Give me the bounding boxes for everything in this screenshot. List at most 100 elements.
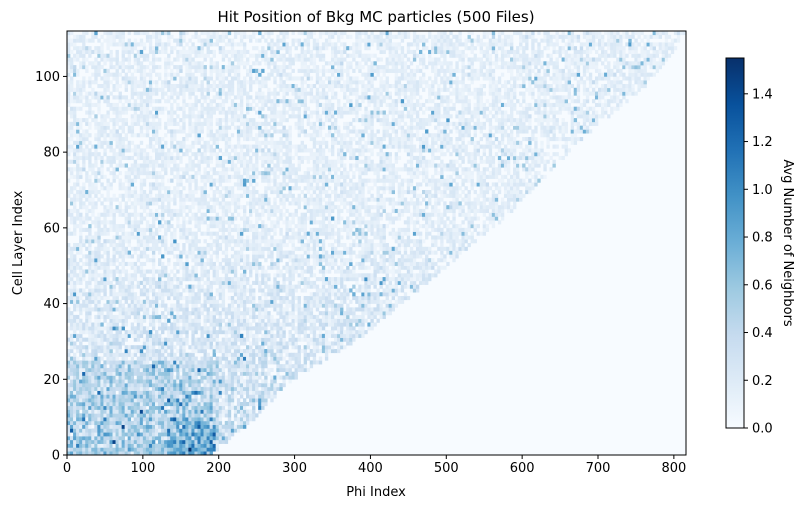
heatmap-cell	[100, 405, 104, 410]
heatmap-cell	[370, 311, 374, 316]
heatmap-cell	[327, 314, 332, 320]
heatmap-cell	[370, 231, 374, 236]
heatmap-cell	[321, 258, 326, 263]
heatmap-cell	[227, 345, 232, 350]
heatmap-cell	[236, 409, 241, 414]
heatmap-cell	[352, 265, 356, 270]
heatmap-cell	[428, 261, 432, 267]
heatmap-cell	[100, 367, 104, 373]
heatmap-cell	[118, 439, 122, 444]
heatmap-cell	[145, 314, 150, 320]
heatmap-cell	[121, 296, 125, 301]
heatmap-cell	[276, 345, 280, 350]
heatmap-cell	[288, 371, 292, 376]
heatmap-cell	[106, 371, 110, 376]
heatmap-cell	[300, 318, 304, 323]
heatmap-cell	[437, 235, 441, 240]
heatmap-cell	[76, 337, 80, 342]
heatmap-cell	[103, 318, 107, 323]
heatmap-cell	[206, 345, 210, 350]
heatmap-cell	[155, 349, 159, 354]
heatmap-cell	[358, 307, 362, 312]
heatmap-cell	[118, 261, 122, 267]
heatmap-cell	[151, 352, 156, 357]
heatmap-cell	[233, 288, 238, 293]
heatmap-cell	[434, 250, 438, 255]
heatmap-cell	[85, 417, 89, 422]
heatmap-cell	[470, 224, 474, 229]
heatmap-cell	[79, 439, 83, 444]
heatmap-cell	[76, 383, 80, 388]
heatmap-cell	[212, 364, 216, 369]
heatmap-cell	[106, 390, 110, 395]
heatmap-cell	[221, 269, 226, 274]
heatmap-cell	[412, 239, 417, 244]
heatmap-cell	[142, 243, 147, 248]
heatmap-cell	[403, 284, 408, 289]
heatmap-cell	[246, 216, 250, 221]
heatmap-cell	[227, 360, 232, 365]
heatmap-cell	[155, 341, 159, 346]
heatmap-cell	[136, 296, 141, 301]
heatmap-cell	[221, 311, 226, 316]
heatmap-cell	[76, 299, 80, 304]
heatmap-cell	[151, 379, 156, 384]
heatmap-cell	[100, 364, 104, 369]
heatmap-cell	[255, 337, 259, 342]
heatmap-cell	[425, 254, 429, 259]
heatmap-cell	[97, 231, 101, 236]
heatmap-cell	[194, 296, 198, 301]
heatmap-cell	[415, 277, 420, 282]
heatmap-cell	[224, 273, 229, 278]
heatmap-cell	[261, 322, 265, 327]
heatmap-cell	[224, 345, 229, 350]
heatmap-cell	[136, 318, 141, 323]
heatmap-cell	[130, 280, 135, 285]
heatmap-cell	[148, 224, 153, 229]
heatmap-cell	[443, 224, 447, 229]
heatmap-cell	[242, 303, 247, 308]
heatmap-cell	[361, 288, 365, 293]
heatmap-cell	[403, 273, 408, 278]
heatmap-cell	[406, 235, 411, 240]
heatmap-cell	[227, 322, 232, 327]
heatmap-cell	[264, 227, 268, 232]
heatmap-cell	[148, 280, 153, 285]
heatmap-cell	[106, 250, 110, 255]
heatmap-cell	[312, 330, 317, 335]
heatmap-cell	[270, 398, 274, 403]
heatmap-cell	[145, 341, 150, 346]
heatmap-cell	[100, 265, 104, 270]
heatmap-cell	[76, 367, 80, 373]
heatmap-cell	[176, 280, 180, 285]
heatmap-cell	[239, 383, 244, 388]
heatmap-cell	[188, 243, 192, 248]
heatmap-cell	[145, 367, 150, 373]
heatmap-cell	[282, 326, 286, 331]
heatmap-cell	[355, 254, 359, 259]
heatmap-cell	[255, 333, 259, 338]
heatmap-cell	[115, 277, 119, 282]
heatmap-cell	[318, 246, 323, 251]
heatmap-cell	[385, 224, 389, 229]
heatmap-cell	[324, 330, 329, 335]
heatmap-cell	[252, 341, 256, 346]
heatmap-cell	[370, 239, 374, 244]
heatmap-cell	[167, 212, 171, 217]
heatmap-cell	[224, 227, 229, 232]
heatmap-cell	[452, 243, 456, 248]
heatmap-cell	[191, 386, 195, 391]
heatmap-cell	[215, 216, 220, 221]
heatmap-cell	[239, 231, 244, 236]
heatmap-cell	[170, 402, 174, 407]
heatmap-cell	[309, 299, 314, 304]
heatmap-cell	[88, 413, 92, 418]
heatmap-cell	[352, 333, 356, 338]
heatmap-cell	[403, 243, 408, 248]
heatmap-cell	[252, 402, 256, 407]
heatmap-cell	[291, 212, 295, 217]
heatmap-cell	[285, 322, 289, 327]
heatmap-cell	[233, 216, 238, 221]
heatmap-cell	[70, 447, 74, 452]
heatmap-cell	[194, 420, 198, 426]
